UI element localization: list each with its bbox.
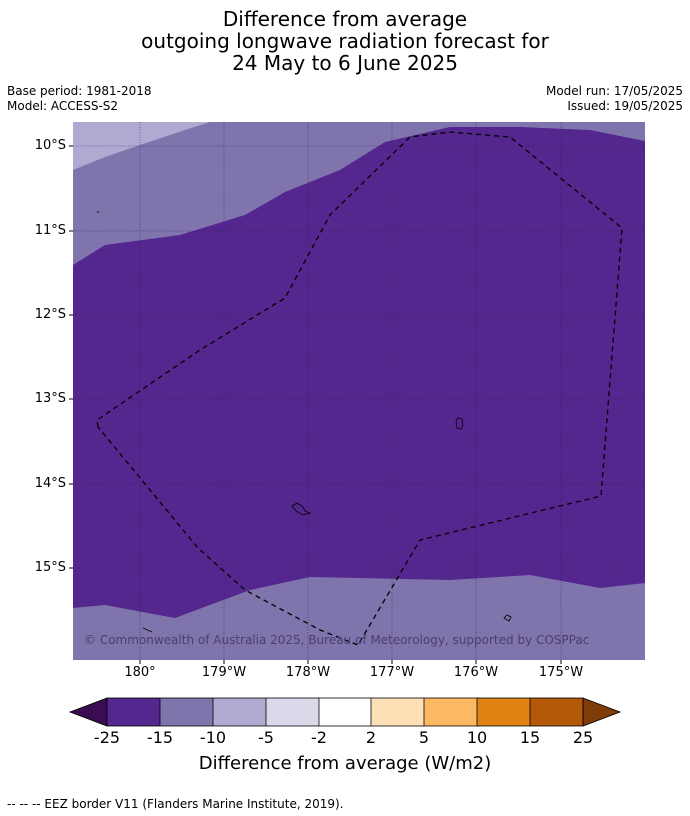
lon-label: 179°W: [201, 665, 247, 680]
colorbar-swatch: [107, 698, 160, 726]
colorbar-swatch: [371, 698, 424, 726]
colorbar-tick: 5: [418, 728, 430, 747]
colorbar-swatch: [530, 698, 583, 726]
lat-label: 14°S: [34, 476, 66, 491]
island-dot: [97, 211, 99, 213]
colorbar-swatch: [213, 698, 266, 726]
colorbar-tick: 15: [519, 728, 541, 747]
lat-label: 15°S: [34, 560, 66, 575]
island-niuafoou: [503, 614, 512, 622]
anomaly-region-neg10-south: [73, 575, 645, 660]
meta-right: Model run: 17/05/2025 Issued: 19/05/2025: [546, 84, 683, 114]
colorbar-tick: 10: [466, 728, 488, 747]
colorbar-tick: 2: [365, 728, 377, 747]
colorbar-tick: -25: [93, 728, 121, 747]
eez-footnote: -- -- -- EEZ border V11 (Flanders Marine…: [7, 797, 344, 811]
base-period: Base period: 1981-2018: [7, 84, 152, 98]
colorbar-extend-low: [68, 697, 108, 727]
lon-label: 177°W: [369, 665, 415, 680]
colorbar-tick: -5: [258, 728, 274, 747]
lon-label: 176°W: [453, 665, 499, 680]
copyright-notice: © Commonwealth of Australia 2025, Bureau…: [84, 633, 590, 647]
anomaly-region-neg10-north: [73, 122, 645, 265]
colorbar-swatch: [477, 698, 530, 726]
colorbar-swatch: [160, 698, 213, 726]
colorbar: [68, 697, 622, 727]
colorbar-tick: -10: [199, 728, 227, 747]
axis-ticks: [69, 145, 562, 664]
colorbar-swatch: [266, 698, 319, 726]
colorbar-tick: -15: [146, 728, 174, 747]
chart-title: Difference from average outgoing longwav…: [0, 8, 690, 74]
lat-label: 13°S: [34, 391, 66, 406]
map-field: [73, 122, 645, 660]
lon-label: 178°W: [285, 665, 331, 680]
lat-label: 11°S: [34, 223, 66, 238]
island-futuna: [291, 502, 312, 516]
coast-fragment: [142, 627, 153, 633]
lat-label: 12°S: [34, 307, 66, 322]
lat-label: 10°S: [34, 138, 66, 153]
colorbar-title: Difference from average (W/m2): [198, 753, 492, 774]
colorbar-tick: 25: [572, 728, 594, 747]
issued-date: Issued: 19/05/2025: [567, 99, 683, 113]
colorbar-extend-high: [582, 697, 622, 727]
lon-label: 180°: [124, 665, 156, 680]
title-line-3: 24 May to 6 June 2025: [232, 51, 458, 75]
colorbar-swatch: [424, 698, 477, 726]
title-line-1: Difference from average: [222, 7, 468, 31]
lon-label: 175°W: [538, 665, 584, 680]
eez-border: [96, 131, 623, 646]
model-run: Model run: 17/05/2025: [545, 84, 683, 98]
colorbar-swatch: [319, 698, 371, 726]
graticule: [73, 122, 645, 660]
title-line-2: outgoing longwave radiation forecast for: [141, 29, 549, 53]
meta-left: Base period: 1981-2018 Model: ACCESS-S2: [7, 84, 152, 114]
model-name: Model: ACCESS-S2: [7, 99, 119, 113]
colorbar-tick: -2: [311, 728, 327, 747]
island-wallis: [455, 417, 464, 430]
anomaly-region-neg5-north: [73, 122, 210, 170]
